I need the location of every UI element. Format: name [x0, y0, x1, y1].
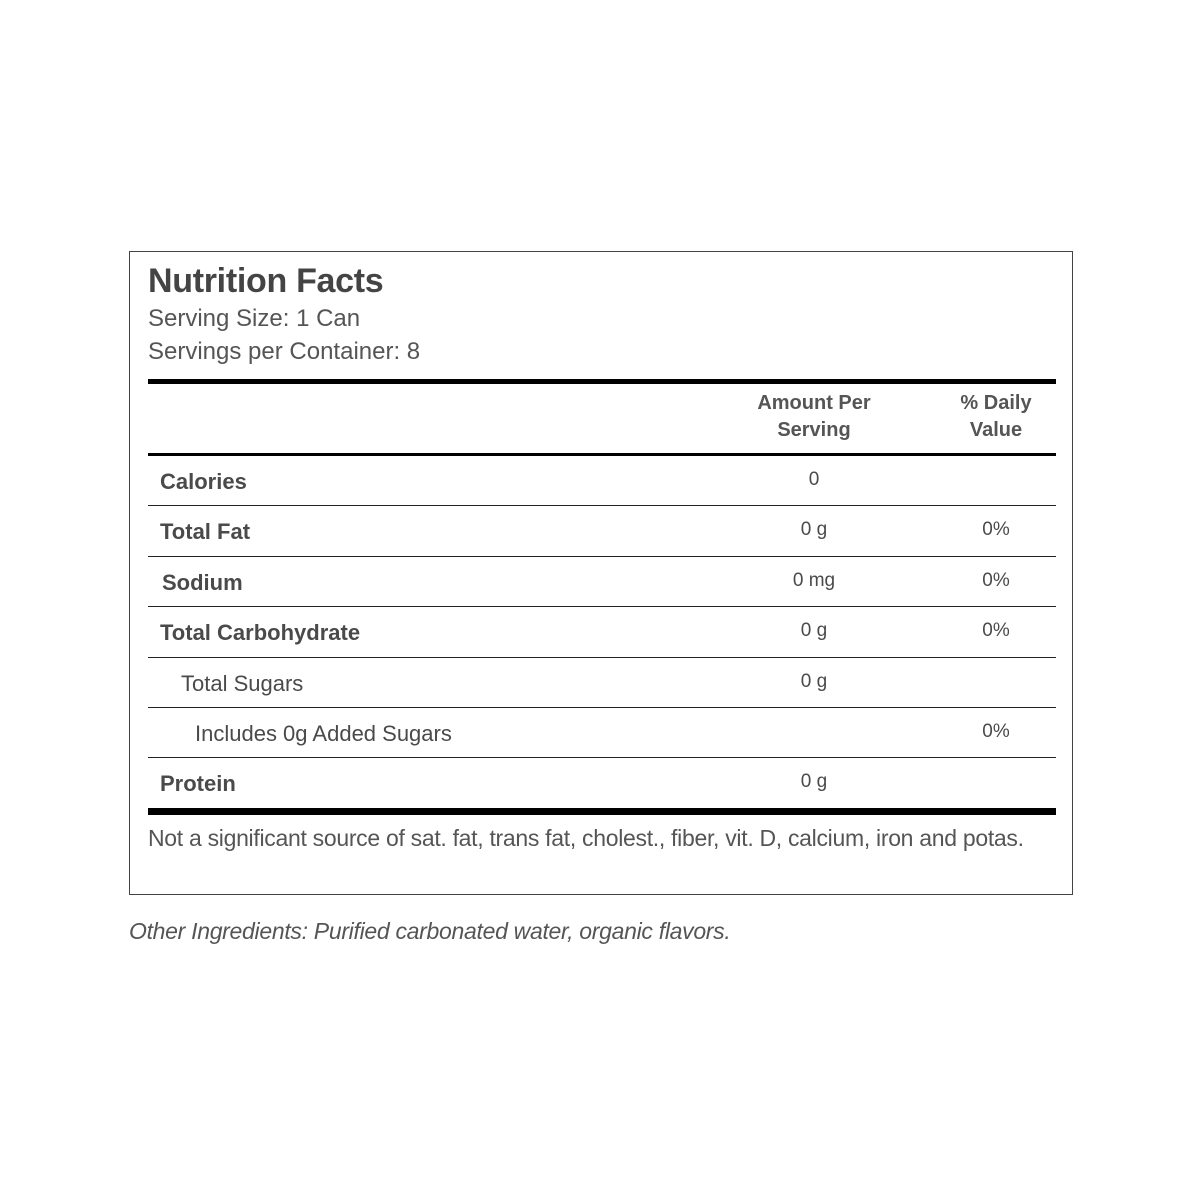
nutrient-row-calories: Calories 0: [148, 456, 1056, 506]
divider-header: [148, 453, 1056, 456]
nutrient-name: Sodium: [162, 570, 243, 595]
other-ingredients: Other Ingredients: Purified carbonated w…: [129, 918, 731, 944]
nutrient-row-total-carbohydrate: Total Carbohydrate 0 g 0%: [148, 607, 1056, 658]
nutrient-daily-value: 0%: [982, 570, 1010, 591]
serving-size: Serving Size: 1 Can: [148, 305, 361, 332]
nutrient-row-added-sugars: Includes 0g Added Sugars 0%: [148, 708, 1056, 758]
nutrient-amount: 0: [808, 469, 820, 490]
servings-per-container: Servings per Container: 8: [148, 338, 421, 365]
nutrient-name: Total Sugars: [181, 671, 304, 696]
nutrient-daily-value: 0%: [982, 721, 1010, 742]
column-header-amount: Amount Per Serving: [757, 392, 871, 441]
nutrient-amount: 0 g: [800, 671, 828, 692]
nutrient-row-sodium: Sodium 0 mg 0%: [148, 557, 1056, 607]
nutrient-row-protein: Protein 0 g: [148, 758, 1056, 808]
footnote: Not a significant source of sat. fat, tr…: [148, 825, 1024, 851]
nutrient-amount: 0 g: [800, 771, 828, 792]
nutrient-amount: 0 mg: [792, 570, 836, 591]
divider-thick-bottom: [148, 808, 1056, 815]
nutrition-facts-label: Nutrition Facts Serving Size: 1 Can Serv…: [129, 251, 1073, 895]
nutrient-row-total-sugars: Total Sugars 0 g: [148, 658, 1056, 708]
nutrient-name: Protein: [160, 771, 236, 796]
column-header-daily-value: % Daily Value: [960, 392, 1032, 441]
nutrient-amount: 0 g: [800, 519, 828, 540]
nutrient-name: Total Carbohydrate: [160, 620, 361, 645]
nutrient-daily-value: 0%: [982, 620, 1010, 641]
nutrient-name: Includes 0g Added Sugars: [195, 721, 452, 746]
nutrient-amount: 0 g: [800, 620, 828, 641]
label-title: Nutrition Facts: [148, 262, 384, 300]
nutrient-daily-value: 0%: [982, 519, 1010, 540]
nutrient-row-total-fat: Total Fat 0 g 0%: [148, 506, 1056, 557]
divider-thick: [148, 379, 1056, 384]
nutrient-name: Total Fat: [160, 519, 251, 544]
nutrient-name: Calories: [160, 469, 247, 494]
